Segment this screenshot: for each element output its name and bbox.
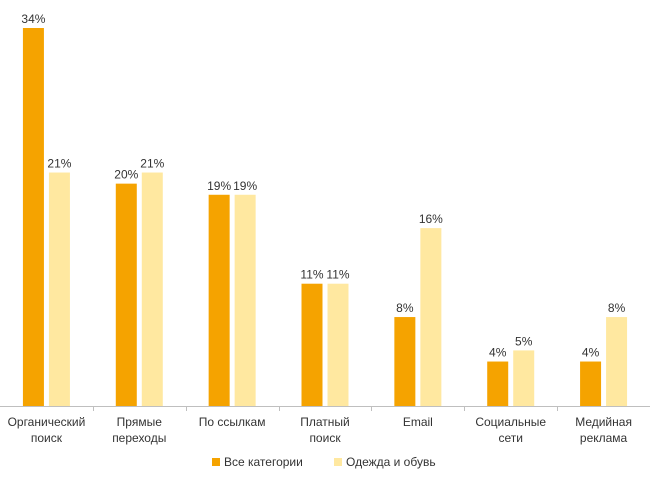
x-tick-label: По ссылкам	[199, 415, 266, 429]
legend-swatch	[212, 458, 220, 466]
data-label: 4%	[582, 346, 600, 360]
bar-all-categories	[580, 361, 602, 406]
bar-all-categories	[301, 283, 323, 406]
x-tick-label: Органический поиск	[8, 415, 86, 445]
bar-clothing-shoes	[48, 172, 70, 406]
legend-label: Все категории	[224, 455, 303, 469]
data-label: 4%	[489, 346, 507, 360]
x-tick-label: Социальные сети	[475, 415, 546, 445]
data-label: 8%	[608, 301, 626, 315]
data-label: 16%	[419, 212, 443, 226]
bar-clothing-shoes	[513, 350, 535, 406]
legend-label: Одежда и обувь	[346, 455, 436, 469]
data-label: 11%	[326, 268, 349, 282]
bar-clothing-shoes	[234, 194, 256, 406]
bar-clothing-shoes	[420, 228, 442, 406]
bar-all-categories	[487, 361, 509, 406]
data-label: 5%	[515, 334, 533, 348]
data-label: 21%	[140, 157, 164, 171]
bar-all-categories	[22, 28, 44, 406]
data-label: 8%	[396, 301, 414, 315]
data-label: 19%	[233, 179, 257, 193]
x-tick-label: Платный поиск	[300, 415, 350, 445]
bar-all-categories	[394, 317, 416, 406]
bar-all-categories	[115, 183, 137, 406]
data-label: 11%	[300, 268, 323, 282]
x-tick-label: Медийная реклама	[575, 415, 632, 445]
bar-clothing-shoes	[327, 283, 349, 406]
data-label: 19%	[207, 179, 231, 193]
x-tick-label: Прямые переходы	[112, 415, 166, 445]
data-label: 34%	[21, 12, 45, 26]
x-tick-label: Email	[403, 415, 433, 429]
bar-clothing-shoes	[141, 172, 163, 406]
data-label: 20%	[114, 168, 138, 182]
bar-clothing-shoes	[606, 317, 628, 406]
bar-all-categories	[208, 194, 230, 406]
data-label: 21%	[47, 157, 71, 171]
legend-swatch	[334, 458, 342, 466]
